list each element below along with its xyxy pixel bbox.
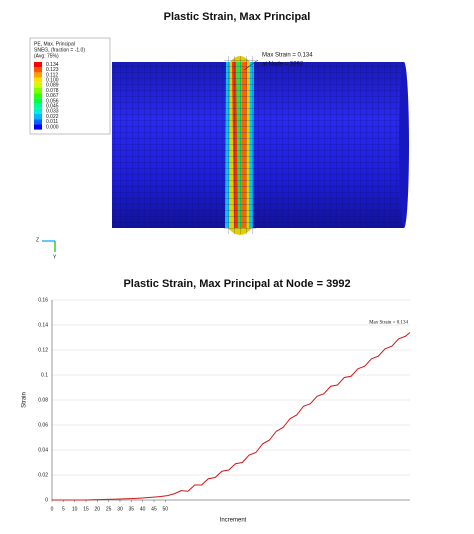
y-tick-label: 0.14 [38, 322, 48, 328]
y-tick-label: 0.16 [38, 297, 48, 303]
legend-label: 0.112 [46, 72, 58, 78]
x-tick-label: 10 [72, 506, 78, 512]
x-tick-label: 25 [106, 506, 112, 512]
legend-header: SNEG, (fraction = -1.0) [34, 47, 85, 53]
y-tick-label: 0.06 [38, 422, 48, 428]
x-tick-label: 20 [95, 506, 101, 512]
y-tick-label: 0.02 [38, 472, 48, 478]
y-axis-label: Strain [22, 392, 28, 408]
legend-swatch [34, 103, 42, 109]
chart-title: Plastic Strain, Max Principal at Node = … [123, 278, 350, 290]
legend-swatch [34, 67, 42, 73]
legend-swatch [34, 93, 42, 99]
y-tick-label: 0.08 [38, 397, 48, 403]
x-tick-label: 15 [83, 506, 89, 512]
x-tick-label: 30 [117, 506, 123, 512]
legend-header: (Avg: 75%) [34, 53, 59, 59]
cylinder-end [399, 62, 409, 228]
legend-label: 0.045 [46, 104, 59, 110]
x-axis-label: Increment [220, 518, 247, 524]
legend-label: 0.078 [46, 88, 59, 94]
legend-label: 0.089 [46, 83, 59, 89]
contour-title: Plastic Strain, Max Principal [164, 11, 311, 23]
y-tick-label: 0 [45, 497, 48, 503]
legend-swatch [34, 98, 42, 104]
triad-label: Z [36, 237, 39, 243]
model-view [112, 56, 409, 235]
x-tick-label: 35 [129, 506, 135, 512]
legend-swatch [34, 124, 42, 130]
legend-label: 0.022 [46, 114, 59, 120]
plot: 0 0.02 0.04 0.06 0.08 0.1 0.12 0.14 0.16 0 5 10 15 20… [38, 297, 411, 512]
legend-swatch [34, 108, 42, 114]
legend-swatch [34, 119, 42, 125]
mesh [112, 62, 404, 228]
legend-label: 0.033 [46, 109, 59, 115]
legend-swatch [34, 77, 42, 83]
legend-label: 0.000 [46, 124, 59, 130]
legend-swatch [34, 62, 42, 68]
x-tick-label: 45 [151, 506, 157, 512]
legend-label: 0.011 [46, 119, 58, 125]
annotation: at Node = 3992 [262, 62, 304, 68]
legend-label: 0.100 [46, 78, 59, 84]
y-tick-label: 0.04 [38, 447, 48, 453]
legend-box [29, 37, 111, 135]
legend-label: 0.123 [46, 67, 59, 73]
legend-swatch [34, 114, 42, 120]
legend-swatch [34, 88, 42, 94]
x-tick-label: 5 [62, 506, 65, 512]
y-tick-label: 0.1 [41, 372, 48, 378]
legend-label: 0.134 [46, 62, 59, 68]
legend-label: 0.056 [46, 98, 59, 104]
y-tick-label: 0.12 [38, 347, 48, 353]
x-tick-label: 40 [140, 506, 146, 512]
x-tick-label: 50 [163, 506, 169, 512]
legend-swatch [34, 72, 42, 78]
x-tick-label: 0 [51, 506, 54, 512]
annotation: Max Strain = 0.134 [262, 53, 313, 59]
legend-label: 0.067 [46, 93, 59, 99]
triad-label: Y [53, 254, 57, 260]
line-annotation: Max Strain = 0.134 [369, 321, 408, 326]
axis-triad: Z Y [36, 237, 57, 260]
weld-mesh [224, 56, 256, 234]
leader-line [243, 59, 259, 71]
legend-swatch [34, 82, 42, 88]
legend-header: PE, Max. Principal [34, 41, 75, 47]
series-line [52, 332, 411, 501]
